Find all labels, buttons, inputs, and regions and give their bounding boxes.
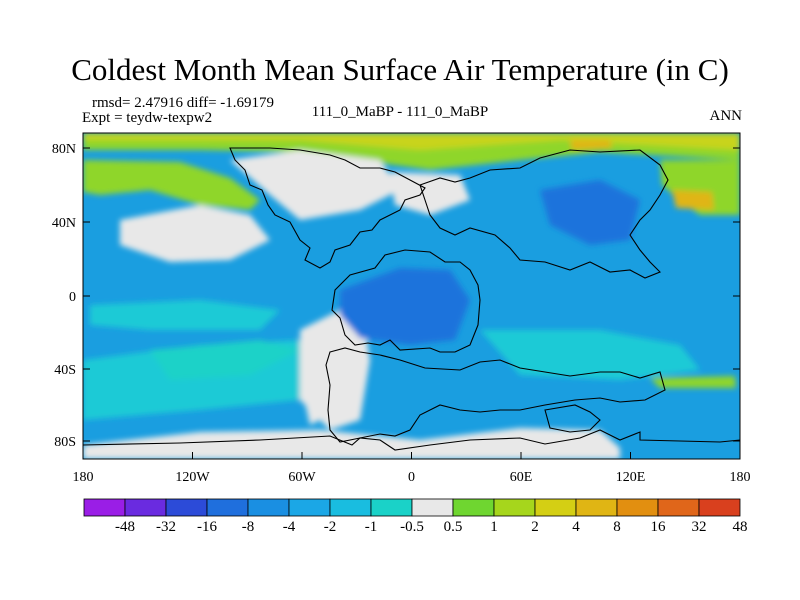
east-asia-green xyxy=(660,160,740,215)
lat-label: 80S xyxy=(54,435,76,450)
southern-ocean-white xyxy=(83,428,620,459)
colorbar-swatch xyxy=(411,498,454,517)
colorbar-label: -32 xyxy=(156,519,176,535)
lon-label: 60E xyxy=(510,470,533,485)
colorbar-swatch xyxy=(493,498,536,517)
antarctica-coast xyxy=(83,429,740,451)
colorbar-swatch xyxy=(698,498,741,517)
north-pacific-green xyxy=(83,160,260,210)
north-america-coast xyxy=(229,147,426,269)
colorbar-swatch xyxy=(165,498,208,517)
colorbar-label: 48 xyxy=(733,519,748,535)
coastlines xyxy=(83,147,740,451)
map-title: Coldest Month Mean Surface Air Temperatu… xyxy=(71,52,729,87)
east-asia-orange xyxy=(672,190,714,210)
colorbar-label: 1 xyxy=(490,519,498,535)
colorbar-swatch xyxy=(329,498,372,517)
lon-label: 60W xyxy=(288,470,316,485)
south-indian-green xyxy=(650,376,736,388)
colorbar-swatch xyxy=(575,498,618,517)
colorbar-label: 0.5 xyxy=(444,519,463,535)
comparison-label: 111_0_MaBP - 111_0_MaBP xyxy=(311,104,489,120)
colorbar-swatch xyxy=(616,498,659,517)
south-pacific-teal xyxy=(150,340,300,380)
indian-ocean-cyan xyxy=(480,330,700,380)
arctic-orange-patch xyxy=(570,140,612,150)
lat-label: 80N xyxy=(52,142,76,157)
south-pacific-white xyxy=(300,360,340,425)
africa-coast xyxy=(331,249,481,353)
tropical-pacific-cyan xyxy=(90,300,280,330)
australia-coast xyxy=(544,404,601,433)
lon-label: 120E xyxy=(616,470,646,485)
colorbar-swatch xyxy=(124,498,167,517)
colorbar-label: 2 xyxy=(531,519,539,535)
colorbar-label: 16 xyxy=(651,519,667,535)
north-pacific-white xyxy=(120,205,270,262)
season-label: ANN xyxy=(709,108,743,124)
colorbar-label: 8 xyxy=(613,519,621,535)
colorbar-swatch xyxy=(247,498,290,517)
lon-label: 180 xyxy=(73,470,94,485)
colorbar-swatch xyxy=(288,498,331,517)
colorbar-label: -16 xyxy=(197,519,217,535)
eurasia-coast xyxy=(419,149,669,279)
colorbar-label: -1 xyxy=(365,519,378,535)
colorbar-label: -2 xyxy=(324,519,337,535)
north-america-white xyxy=(230,150,400,220)
colorbar-label: 32 xyxy=(692,519,707,535)
experiment-label: Expt = teydw-texpw2 xyxy=(82,110,213,126)
africa-cold-core xyxy=(340,268,470,345)
asia-cold-core xyxy=(540,180,640,245)
longitude-axis: 180 120W 60W 0 60E 120E 180 xyxy=(73,452,751,485)
colorbar: -48 -32 -16 -8 -4 -2 -1 -0.5 0.5 1 2 4 8 16 32 48 xyxy=(83,498,748,535)
lon-label: 180 xyxy=(730,470,751,485)
colorbar-label: -8 xyxy=(242,519,255,535)
lat-label: 40S xyxy=(54,363,76,378)
lon-label: 0 xyxy=(408,470,415,485)
colorbar-swatch xyxy=(534,498,577,517)
colorbar-swatch xyxy=(206,498,249,517)
latitude-axis: 80N 40N 0 40S 80S xyxy=(52,142,740,450)
colorbar-label: 4 xyxy=(572,519,580,535)
colorbar-swatch xyxy=(83,498,126,517)
colorbar-label: -4 xyxy=(283,519,296,535)
colorbar-swatch xyxy=(370,498,413,517)
lon-label: 120W xyxy=(175,470,210,485)
arctic-yellow-band xyxy=(83,133,740,150)
south-america-coast xyxy=(325,347,666,443)
colorbar-label: -0.5 xyxy=(400,519,424,535)
lat-label: 40N xyxy=(52,216,76,231)
north-atlantic-white xyxy=(390,172,470,215)
colorbar-label: -48 xyxy=(115,519,135,535)
colorbar-swatch xyxy=(452,498,495,517)
lat-label: 0 xyxy=(69,290,76,305)
colorbar-swatch xyxy=(657,498,700,517)
temperature-field xyxy=(83,133,740,459)
rmsd-diff-stats: rmsd= 2.47916 diff= -1.69179 xyxy=(92,95,275,111)
